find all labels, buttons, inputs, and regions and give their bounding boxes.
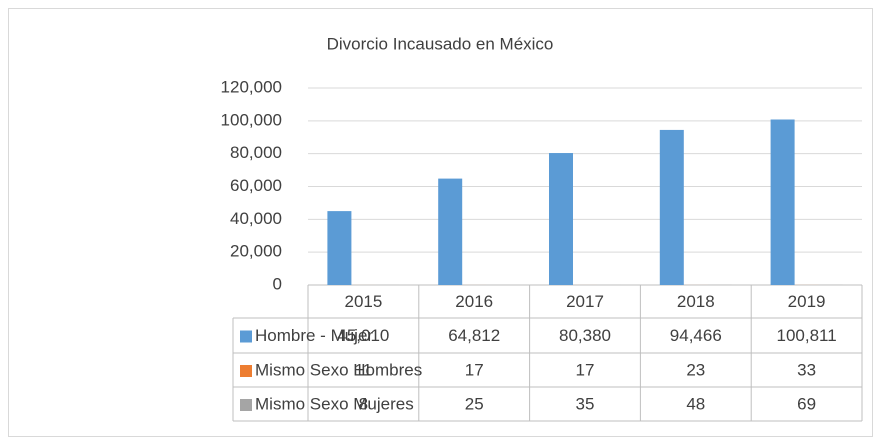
- x-tick-label: 2018: [677, 292, 715, 311]
- table-value: 80,380: [559, 326, 611, 345]
- table-value: 17: [576, 360, 595, 379]
- x-tick-label: 2016: [455, 292, 493, 311]
- table-value: 17: [465, 360, 484, 379]
- table-value: 94,466: [670, 326, 722, 345]
- bar: [770, 119, 795, 285]
- legend-label: Mismo Sexo Hombres: [255, 360, 422, 379]
- y-tick-label: 60,000: [230, 176, 282, 195]
- legend-key: [240, 330, 252, 343]
- y-tick-label: 80,000: [230, 143, 282, 162]
- table-value: 69: [797, 394, 816, 413]
- y-tick-label: 20,000: [230, 242, 282, 261]
- x-tick-label: 2019: [788, 292, 826, 311]
- table-value: 25: [465, 394, 484, 413]
- x-tick-label: 2017: [566, 292, 604, 311]
- x-tick-label: 2015: [344, 292, 382, 311]
- legend-label: Hombre - Mujer: [255, 326, 373, 345]
- bar: [438, 178, 463, 285]
- legend-key: [240, 399, 252, 411]
- table-value: 48: [686, 394, 705, 413]
- y-tick-label: 100,000: [221, 110, 282, 129]
- legend-key: [240, 365, 252, 377]
- y-tick-label: 40,000: [230, 209, 282, 228]
- table-value: 11: [355, 360, 373, 379]
- table-value: 45,010: [337, 326, 389, 345]
- bar: [327, 211, 352, 285]
- y-tick-label: 0: [273, 274, 282, 293]
- table-value: 100,811: [776, 326, 836, 345]
- table-value: 8: [359, 394, 368, 413]
- table-value: 23: [686, 360, 705, 379]
- bar: [659, 129, 684, 285]
- table-value: 64,812: [448, 326, 500, 345]
- table-value: 33: [797, 360, 816, 379]
- y-tick-label: 120,000: [221, 77, 282, 96]
- legend-label: Mismo Sexo Mujeres: [255, 394, 414, 413]
- bar: [549, 153, 573, 285]
- chart-title: Divorcio Incausado en México: [327, 34, 554, 53]
- table-value: 35: [576, 394, 595, 413]
